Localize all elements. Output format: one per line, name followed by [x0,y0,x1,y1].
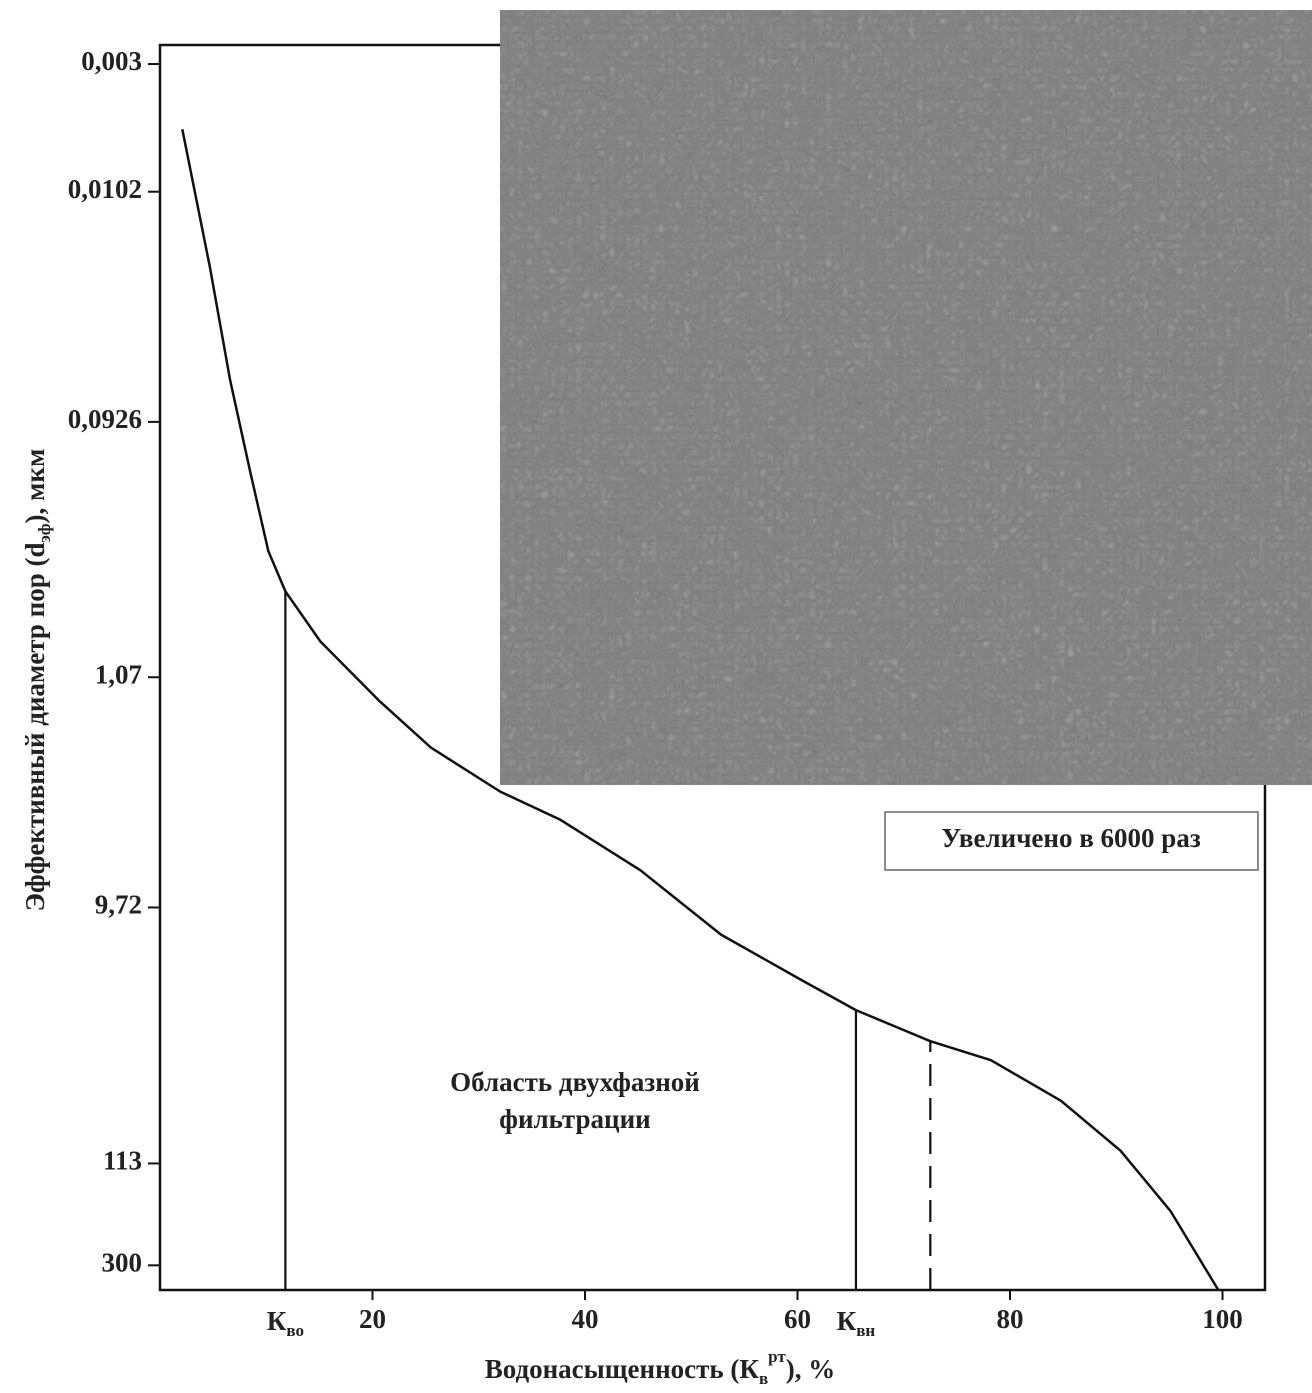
y-tick-label: 1,07 [95,659,142,689]
vline-label-sub: во [286,1321,304,1340]
annotation: фильтрации [499,1104,650,1134]
vline-label: Кво [267,1306,304,1340]
vline-label-sub: вн [856,1321,875,1340]
x-tick-label: 20 [359,1304,386,1334]
y-tick-label: 113 [103,1146,142,1176]
y-axis-label: Эффективный диаметр пор (dэф), мкм [20,449,54,912]
x-tick-label: 100 [1202,1304,1243,1334]
data-line [181,128,1220,1291]
caption-box [884,811,1259,871]
y-tick-label: 0,0102 [68,174,142,204]
vline-label-main: К [267,1306,287,1336]
x-tick-label: 40 [572,1304,599,1334]
x-tick-label: 80 [997,1304,1024,1334]
annotation: Область двухфазной [450,1067,700,1097]
x-tick-label: 60 [784,1304,811,1334]
photo-inset [500,10,1312,785]
y-tick-label: 9,72 [95,890,142,920]
vline-label-main: К [837,1306,857,1336]
y-tick-label: 0,003 [81,46,142,76]
y-tick-label: 300 [102,1248,143,1278]
vline-label: Квн [837,1306,876,1340]
y-tick-label: 0,0926 [68,404,142,434]
x-axis-label: Водонасыщенность (Кврт), % [485,1347,836,1388]
inset-caption: Увеличено в 6000 раз [941,823,1200,853]
